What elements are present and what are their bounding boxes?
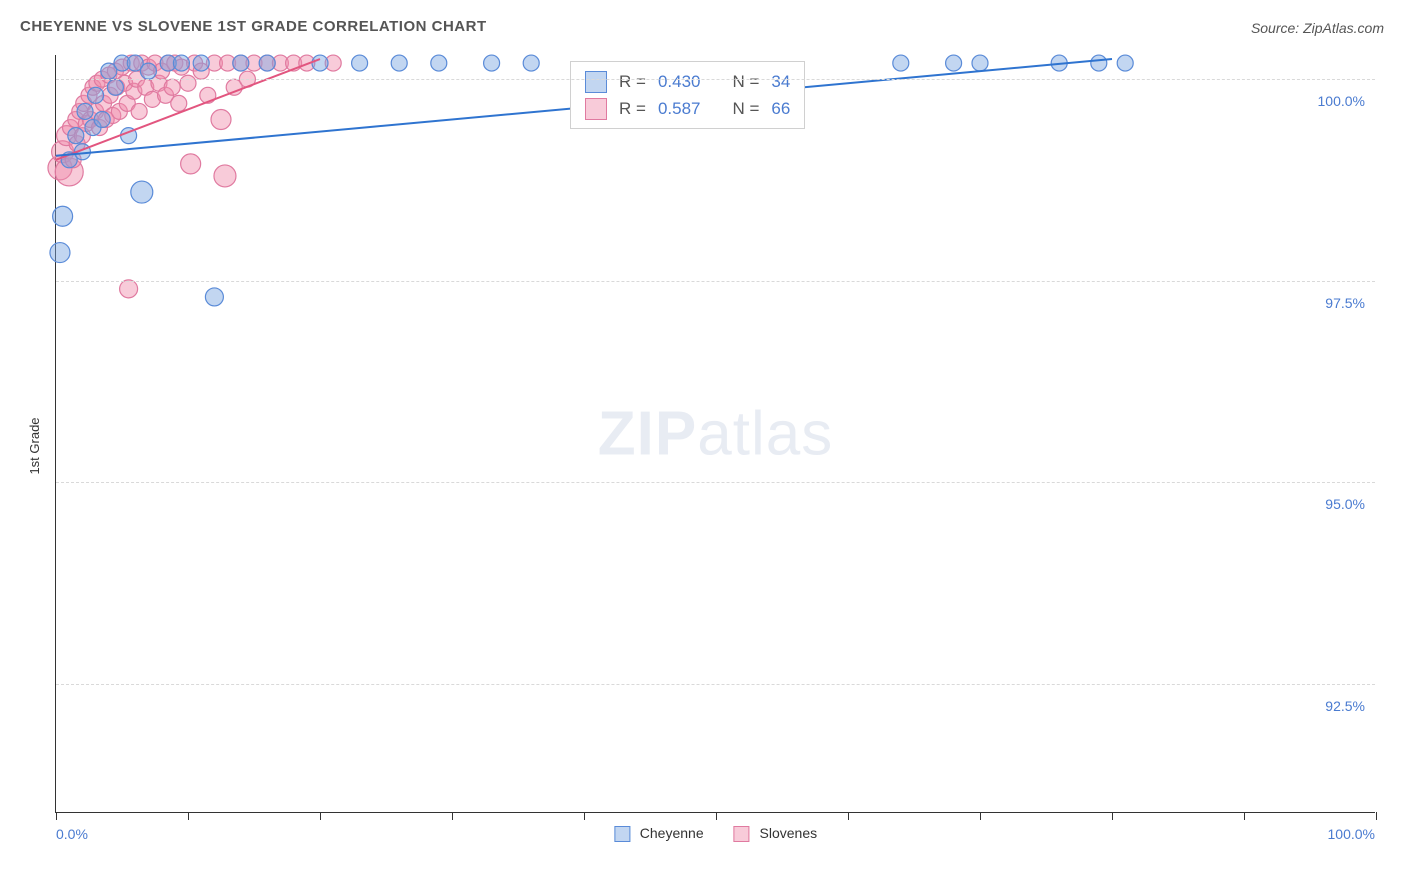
legend-swatch-cheyenne: [614, 826, 630, 842]
x-tick: [1112, 812, 1113, 820]
point-cheyenne[interactable]: [893, 55, 909, 71]
swatch-cheyenne: [585, 71, 607, 93]
stats-row-cheyenne: R = 0.430 N = 34: [585, 68, 790, 95]
point-cheyenne[interactable]: [94, 112, 110, 128]
chart-container: CHEYENNE VS SLOVENE 1ST GRADE CORRELATIO…: [0, 0, 1406, 892]
point-slovene[interactable]: [164, 79, 180, 95]
point-cheyenne[interactable]: [946, 55, 962, 71]
point-cheyenne[interactable]: [140, 63, 156, 79]
y-axis-label: 1st Grade: [27, 417, 42, 474]
chart-svg: [56, 55, 1375, 812]
grid-line: [56, 684, 1375, 685]
point-cheyenne[interactable]: [523, 55, 539, 71]
source-label: Source: ZipAtlas.com: [1251, 20, 1384, 36]
x-tick: [848, 812, 849, 820]
y-tick-label: 95.0%: [1325, 496, 1365, 512]
point-cheyenne[interactable]: [173, 55, 189, 71]
point-slovene[interactable]: [211, 110, 231, 130]
point-cheyenne[interactable]: [88, 87, 104, 103]
x-tick: [584, 812, 585, 820]
x-tick: [56, 812, 57, 820]
series-legend: Cheyenne Slovenes: [614, 825, 817, 842]
x-tick: [1376, 812, 1377, 820]
point-cheyenne[interactable]: [431, 55, 447, 71]
point-cheyenne[interactable]: [53, 206, 73, 226]
chart-title: CHEYENNE VS SLOVENE 1ST GRADE CORRELATIO…: [20, 18, 487, 35]
x-tick: [320, 812, 321, 820]
point-cheyenne[interactable]: [107, 79, 123, 95]
x-tick: [716, 812, 717, 820]
point-cheyenne[interactable]: [193, 55, 209, 71]
plot-area: ZIPatlas R = 0.430 N = 34 R = 0.587 N = …: [55, 55, 1375, 813]
point-cheyenne[interactable]: [205, 288, 223, 306]
legend-item-cheyenne: Cheyenne: [614, 825, 704, 842]
point-cheyenne[interactable]: [312, 55, 328, 71]
y-tick-label: 100.0%: [1318, 93, 1365, 109]
x-tick: [452, 812, 453, 820]
point-cheyenne[interactable]: [131, 181, 153, 203]
x-tick: [1244, 812, 1245, 820]
point-cheyenne[interactable]: [77, 103, 93, 119]
point-slovene[interactable]: [180, 75, 196, 91]
point-cheyenne[interactable]: [484, 55, 500, 71]
point-cheyenne[interactable]: [391, 55, 407, 71]
point-slovene[interactable]: [120, 280, 138, 298]
grid-line: [56, 482, 1375, 483]
x-axis-min-label: 0.0%: [56, 826, 88, 842]
stats-row-slovene: R = 0.587 N = 66: [585, 95, 790, 122]
x-tick: [188, 812, 189, 820]
legend-swatch-slovene: [734, 826, 750, 842]
point-cheyenne[interactable]: [50, 243, 70, 263]
swatch-slovene: [585, 98, 607, 120]
x-tick: [980, 812, 981, 820]
point-cheyenne[interactable]: [233, 55, 249, 71]
point-cheyenne[interactable]: [972, 55, 988, 71]
point-slovene[interactable]: [181, 154, 201, 174]
stats-legend: R = 0.430 N = 34 R = 0.587 N = 66: [570, 61, 805, 129]
point-cheyenne[interactable]: [1117, 55, 1133, 71]
point-cheyenne[interactable]: [259, 55, 275, 71]
point-cheyenne[interactable]: [352, 55, 368, 71]
y-tick-label: 97.5%: [1325, 295, 1365, 311]
grid-line: [56, 79, 1375, 80]
point-slovene[interactable]: [171, 95, 187, 111]
point-cheyenne[interactable]: [68, 128, 84, 144]
y-tick-label: 92.5%: [1325, 698, 1365, 714]
legend-item-slovene: Slovenes: [734, 825, 817, 842]
point-slovene[interactable]: [131, 103, 147, 119]
point-cheyenne[interactable]: [1091, 55, 1107, 71]
x-axis-max-label: 100.0%: [1328, 826, 1375, 842]
grid-line: [56, 281, 1375, 282]
point-slovene[interactable]: [214, 165, 236, 187]
